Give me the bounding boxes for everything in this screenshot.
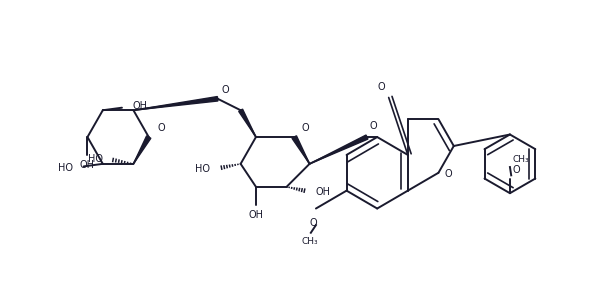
Polygon shape — [133, 97, 218, 110]
Polygon shape — [133, 136, 151, 164]
Text: O: O — [158, 123, 165, 133]
Text: OH: OH — [316, 187, 331, 197]
Text: CH₃: CH₃ — [513, 155, 529, 165]
Text: O: O — [370, 121, 377, 131]
Text: O: O — [513, 165, 520, 175]
Text: O: O — [222, 85, 229, 95]
Text: O: O — [309, 218, 317, 228]
Text: HO: HO — [88, 154, 103, 164]
Text: HO: HO — [58, 163, 74, 173]
Polygon shape — [309, 135, 368, 164]
Text: OH: OH — [132, 101, 147, 111]
Text: O: O — [302, 123, 309, 133]
Text: O: O — [377, 82, 385, 92]
Polygon shape — [292, 136, 309, 164]
Text: O: O — [445, 169, 453, 179]
Text: OH: OH — [249, 210, 263, 220]
Text: HO: HO — [195, 164, 210, 174]
Text: OH: OH — [80, 160, 95, 170]
Polygon shape — [239, 109, 256, 137]
Text: CH₃: CH₃ — [301, 237, 318, 246]
